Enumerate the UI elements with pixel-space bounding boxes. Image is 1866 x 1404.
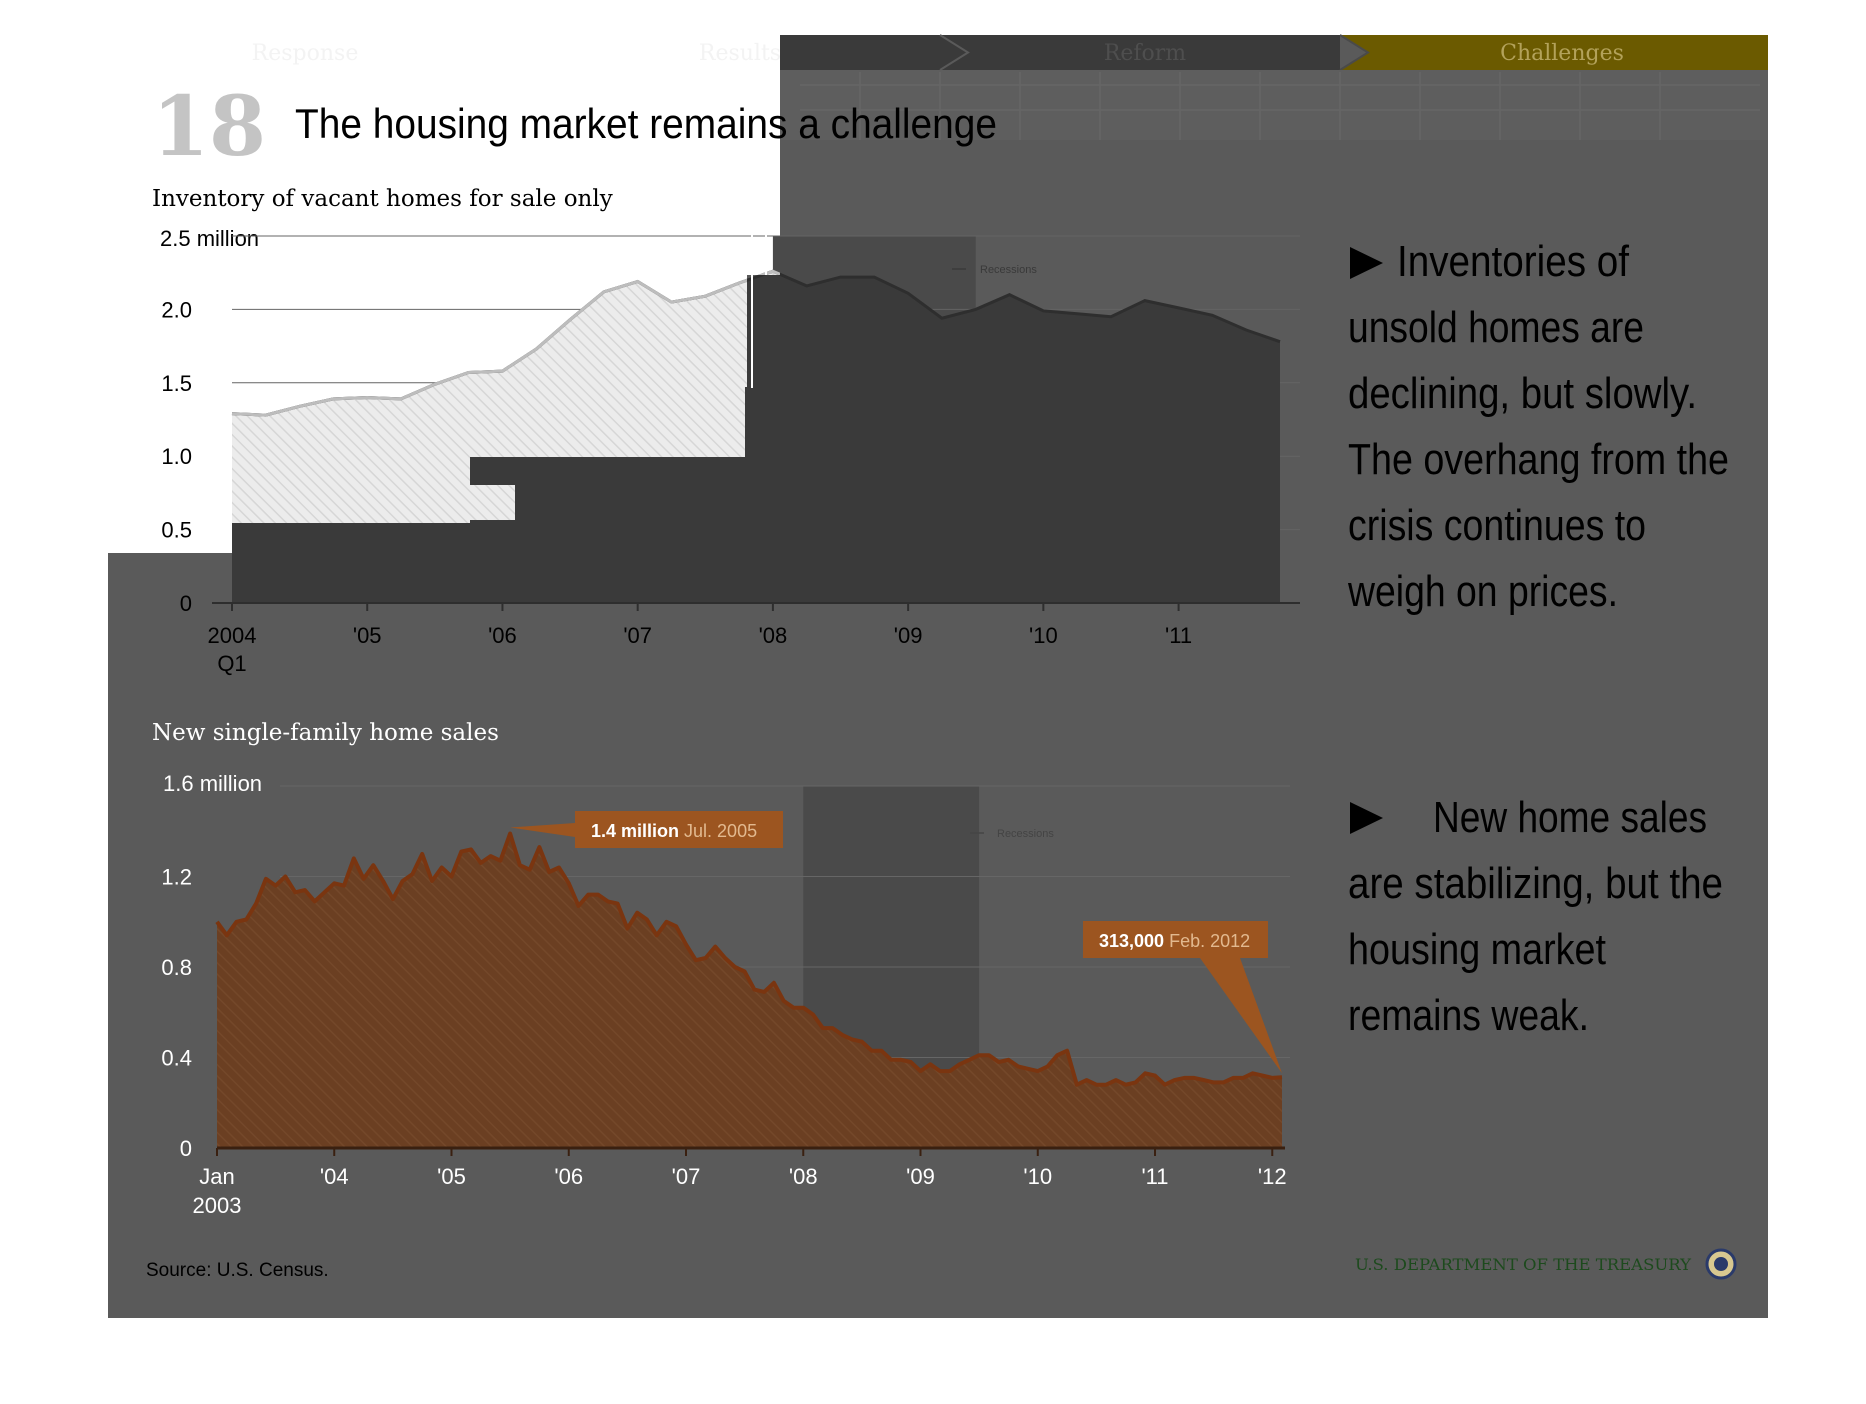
bullet-2-line: New home sales bbox=[1433, 793, 1707, 842]
x-tick-label: '11 bbox=[1141, 1164, 1168, 1189]
x-tick-label: '06 bbox=[488, 623, 517, 648]
callout-pointer bbox=[1200, 958, 1282, 1074]
y-tick-label: 0 bbox=[180, 591, 192, 616]
y-tick-label: 1.0 bbox=[161, 444, 192, 469]
bullet-2-line: are stabilizing, but the bbox=[1348, 859, 1723, 908]
x-tick-label: '08 bbox=[789, 1164, 818, 1189]
triangle-bullet-icon bbox=[1350, 802, 1383, 834]
callout-pointer bbox=[510, 823, 575, 837]
callout-box bbox=[575, 811, 783, 848]
vertical-markers bbox=[751, 172, 767, 388]
bullet-1-line: unsold homes are bbox=[1348, 303, 1644, 352]
x-tick-sublabel: 2003 bbox=[193, 1193, 242, 1218]
x-tick-label: '04 bbox=[320, 1164, 349, 1189]
x-tick-label: '07 bbox=[623, 623, 652, 648]
sales-line bbox=[215, 831, 1283, 1087]
bullet-1-line: crisis continues to bbox=[1348, 501, 1646, 550]
callout: 313,000 Feb. 2012 bbox=[1083, 921, 1282, 1074]
callout-label: 1.4 million Jul. 2005 bbox=[591, 821, 757, 841]
chart1-title: Inventory of vacant homes for sale only bbox=[152, 186, 613, 212]
sales-chart: Recessions 0 0.4 0.8 1.2 Jan 2003 '04 '05 '06 '07 '… bbox=[161, 785, 1290, 1218]
x-tick-label: '05 bbox=[437, 1164, 466, 1189]
x-tick-label: '06 bbox=[554, 1164, 583, 1189]
callout-box bbox=[1083, 921, 1268, 958]
x-tick-label: '12 bbox=[1258, 1164, 1287, 1189]
bullet-1-line: declining, but slowly. bbox=[1348, 369, 1697, 418]
x-tick-label: '11 bbox=[1165, 623, 1192, 648]
treasury-seal-icon bbox=[1705, 1248, 1737, 1280]
bullet-2-line: remains weak. bbox=[1348, 991, 1589, 1040]
tab-response[interactable]: Response bbox=[252, 41, 359, 66]
bullet-2: New home sales are stabilizing, but the … bbox=[1348, 793, 1723, 1040]
x-tick-label: '10 bbox=[1029, 623, 1058, 648]
x-tick-sublabel: Q1 bbox=[217, 651, 246, 676]
slide-number: 18 bbox=[152, 79, 266, 175]
tab-challenges[interactable] bbox=[1340, 35, 1768, 70]
callout: 1.4 million Jul. 2005 bbox=[510, 811, 783, 848]
y-tick-label: 0.4 bbox=[161, 1046, 192, 1071]
sales-area bbox=[217, 833, 1282, 1148]
y-tick-label: 1.2 bbox=[161, 865, 192, 890]
chart2-title: New single-family home sales bbox=[152, 720, 499, 746]
inventory-chart: Recessions 0 0.5 1.0 1.5 2.0 2004 Q1 '05 '06 '07 '0… bbox=[161, 235, 1300, 676]
x-tick-label: '08 bbox=[759, 623, 788, 648]
x-tick-label: '07 bbox=[672, 1164, 701, 1189]
tab-results[interactable]: Results bbox=[699, 41, 781, 66]
decorative-grid bbox=[800, 72, 1760, 140]
chart2-unit-label: 1.6 million bbox=[163, 771, 262, 796]
source-note: Source: U.S. Census. bbox=[146, 1260, 329, 1281]
tab-reform[interactable]: Reform bbox=[1104, 41, 1186, 66]
bullet-1-line: weigh on prices. bbox=[1347, 567, 1618, 616]
bullet-2-line: housing market bbox=[1348, 925, 1606, 974]
x-tick-label: '09 bbox=[894, 623, 923, 648]
x-tick-label: 2004 bbox=[208, 623, 257, 648]
y-tick-label: 0.8 bbox=[161, 955, 192, 980]
y-tick-label: 0 bbox=[180, 1136, 192, 1161]
legend-recessions: Recessions bbox=[980, 264, 1037, 276]
footer-brand: U.S. DEPARTMENT OF THE TREASURY bbox=[1355, 1255, 1691, 1274]
y-tick-label: 2.0 bbox=[161, 297, 192, 322]
legend-recessions: Recessions bbox=[997, 828, 1054, 840]
callout-label: 313,000 Feb. 2012 bbox=[1099, 931, 1250, 951]
x-tick-label: '09 bbox=[906, 1164, 935, 1189]
x-tick-label: '05 bbox=[353, 623, 382, 648]
x-tick-label: Jan bbox=[199, 1164, 234, 1189]
chart1-unit-label: 2.5 million bbox=[160, 226, 259, 251]
x-tick-label: '10 bbox=[1023, 1164, 1052, 1189]
bullet-1-line: Inventories of bbox=[1397, 237, 1630, 286]
nav-bar: Response Results Reform Challenges bbox=[252, 34, 1768, 140]
bullet-1-line: The overhang from the bbox=[1348, 435, 1729, 484]
bullet-1: Inventories of unsold homes are declinin… bbox=[1347, 237, 1729, 616]
page-title: The housing market remains a challenge bbox=[295, 100, 997, 147]
triangle-bullet-icon bbox=[1350, 247, 1383, 279]
y-tick-label: 0.5 bbox=[161, 518, 192, 543]
tab-challenges-label[interactable]: Challenges bbox=[1500, 41, 1624, 66]
y-tick-label: 1.5 bbox=[161, 371, 192, 396]
inventory-area bbox=[232, 271, 1280, 603]
